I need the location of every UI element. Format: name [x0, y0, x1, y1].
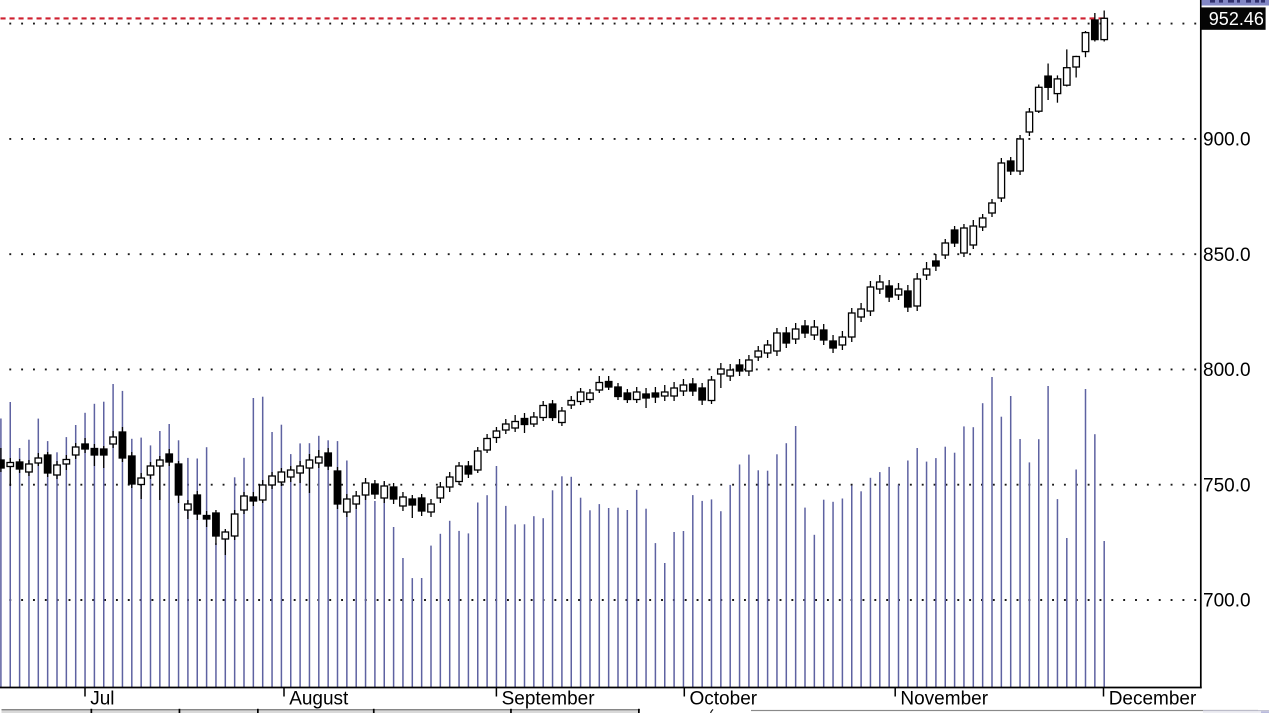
- svg-text:850.0: 850.0: [1203, 245, 1251, 266]
- svg-text:August: August: [289, 689, 349, 710]
- svg-text:750.0: 750.0: [1203, 475, 1251, 496]
- svg-text:700.0: 700.0: [1203, 591, 1251, 612]
- svg-text:December: December: [1109, 689, 1197, 710]
- svg-text:800.0: 800.0: [1203, 360, 1251, 381]
- svg-text:September: September: [502, 689, 596, 710]
- svg-text:952.46: 952.46: [1209, 9, 1264, 29]
- svg-text:October: October: [690, 689, 758, 710]
- svg-text:900.0: 900.0: [1203, 130, 1251, 151]
- svg-text:Jul: Jul: [90, 689, 114, 710]
- svg-text:November: November: [900, 689, 988, 710]
